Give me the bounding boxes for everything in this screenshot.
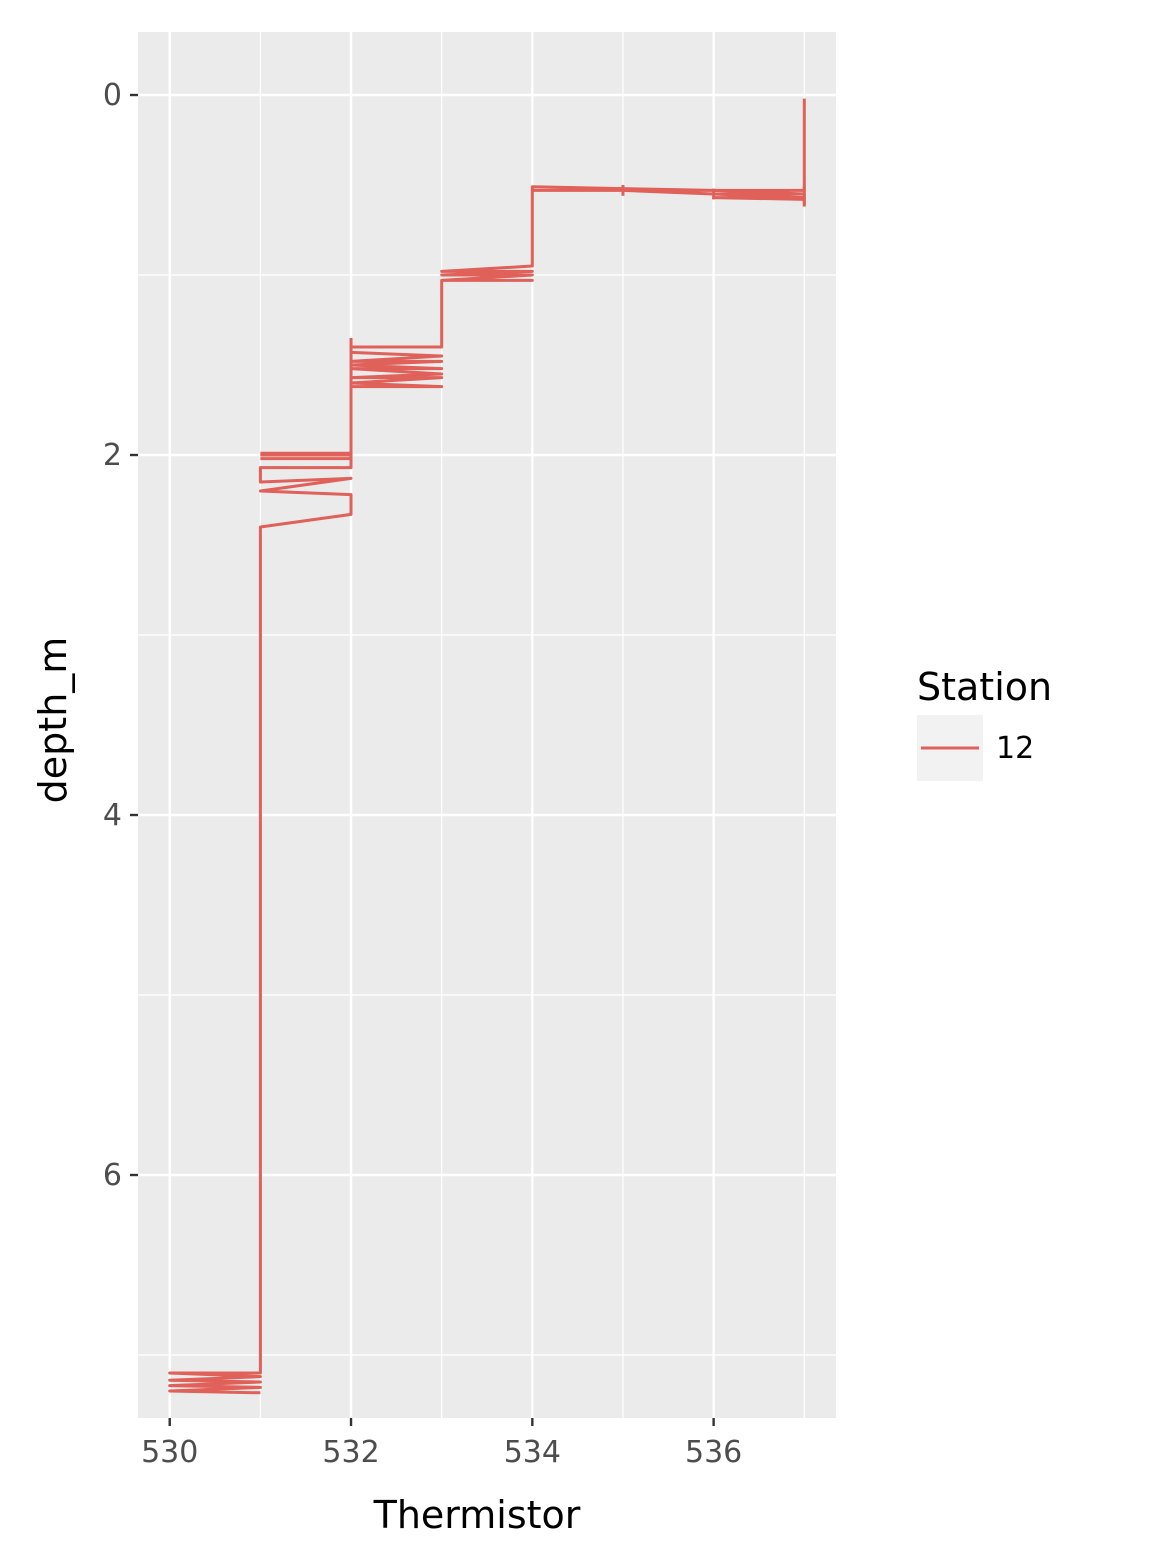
x-tick-label: 536 (685, 1435, 742, 1470)
y-axis-title: depth_m (31, 637, 75, 804)
y-tick-label: 2 (103, 438, 122, 473)
plot-panel (138, 32, 836, 1418)
y-tick-label: 6 (103, 1158, 122, 1193)
legend: Station 12 (917, 665, 1052, 781)
series-layer (168, 98, 806, 1395)
x-axis: 530 532 534 536 (141, 1418, 742, 1470)
y-tick-label: 0 (103, 78, 122, 113)
legend-title: Station (917, 665, 1052, 709)
x-tick-label: 532 (322, 1435, 379, 1470)
series-line (168, 98, 806, 1395)
x-tick-label: 534 (504, 1435, 561, 1470)
y-tick-label: 4 (103, 798, 122, 833)
legend-label: 12 (996, 731, 1034, 766)
y-axis: 0 2 4 6 (103, 78, 138, 1193)
x-tick-label: 530 (141, 1435, 198, 1470)
x-axis-title: Thermistor (373, 1493, 581, 1537)
